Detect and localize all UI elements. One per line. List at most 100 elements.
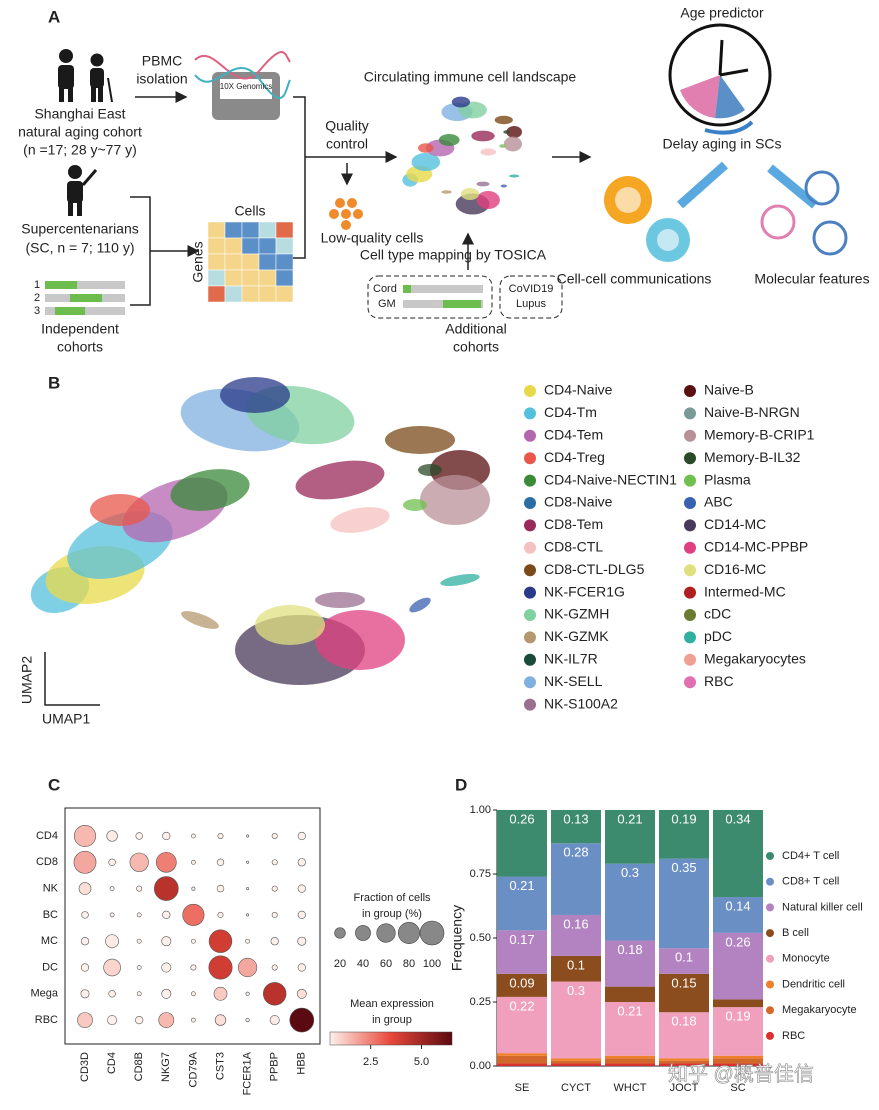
legend-swatch	[684, 519, 696, 532]
axis-label: UMAP2	[19, 656, 35, 704]
column-label: PPBP	[269, 1052, 281, 1081]
legend-swatch	[766, 903, 774, 912]
column-label: HBB	[296, 1052, 308, 1075]
panel-label: B	[48, 373, 60, 392]
matrix-cell	[258, 269, 277, 287]
data-label: 0.35	[671, 860, 696, 875]
axis-arrows	[44, 652, 100, 706]
matrix-cell	[241, 269, 260, 287]
dot	[81, 911, 89, 919]
mini-cluster	[499, 144, 506, 148]
umap-cluster	[90, 494, 150, 526]
arrow	[130, 196, 198, 306]
data-label: 0.3	[567, 983, 585, 998]
dot	[238, 957, 258, 978]
legend-label: Plasma	[704, 471, 751, 487]
size-legend-dot	[355, 925, 371, 941]
x-tick-label: CYCT	[561, 1082, 591, 1094]
dot	[297, 858, 306, 867]
bar-segment	[551, 955, 601, 982]
size-legend-dot	[334, 927, 346, 939]
bar-segment	[605, 940, 655, 987]
umap-cluster	[409, 597, 431, 613]
matrix-cell	[207, 237, 226, 255]
row-label: DC	[42, 961, 58, 973]
legend-label: Megakaryocytes	[704, 651, 806, 667]
dot	[191, 859, 196, 865]
cohort-number: 3	[34, 305, 40, 317]
umap-cluster	[418, 464, 442, 476]
column-label: CD4	[106, 1052, 118, 1074]
disease-label: CoVID19	[509, 283, 554, 295]
dot	[214, 1014, 227, 1026]
mini-cluster	[476, 191, 500, 209]
dot	[161, 936, 172, 947]
data-label: 0.34	[725, 811, 750, 826]
matrix-label: Cells	[234, 203, 265, 219]
dot	[78, 882, 92, 895]
dot	[191, 938, 196, 944]
bar-segment	[713, 932, 763, 1000]
legend-swatch	[524, 564, 536, 577]
dot	[191, 1017, 196, 1023]
size-legend-label: 80	[403, 958, 415, 970]
dot	[297, 963, 306, 972]
data-label: 0.14	[725, 898, 750, 913]
data-label: 0.1	[567, 957, 585, 972]
step-label: Cell type mapping by TOSICA	[360, 247, 547, 263]
umap-cluster	[255, 605, 325, 645]
data-label: 0.21	[617, 811, 642, 826]
bar-segment	[605, 1063, 655, 1066]
mini-cluster	[500, 184, 507, 188]
panel-label: C	[48, 775, 60, 794]
legend-label: CD8-Tem	[544, 516, 603, 532]
umap-cluster	[403, 499, 427, 511]
plot-frame	[64, 807, 321, 1045]
cohort-label: (SC, n = 7; 110 y)	[25, 240, 134, 256]
step-label: Delay aging in SCs	[662, 136, 781, 152]
legend-swatch	[684, 541, 696, 554]
dot	[245, 991, 250, 996]
legend-swatch	[524, 519, 536, 532]
matrix-cell	[224, 221, 243, 239]
dot	[246, 887, 250, 891]
legend-swatch	[524, 429, 536, 442]
dot	[136, 991, 142, 997]
bar-segment	[605, 986, 655, 1002]
umap	[30, 377, 490, 685]
row-label: CD4	[36, 830, 58, 842]
data-label: 0.26	[509, 811, 534, 826]
dot	[246, 913, 250, 917]
dot	[158, 1012, 175, 1028]
legend-swatch	[524, 676, 536, 689]
legend-label: CD4-Tm	[544, 404, 597, 420]
data-label: 0.18	[671, 1014, 696, 1029]
legend-label: CD4+ T cell	[782, 850, 839, 862]
umap-cluster	[170, 469, 250, 511]
step-label: Age predictor	[680, 5, 764, 21]
bar-segment	[659, 1058, 709, 1061]
bar-segment	[659, 973, 709, 1013]
reference-label: GM	[378, 298, 396, 310]
legend-label: CD14-MC-PPBP	[704, 539, 808, 555]
data-label: 0.15	[671, 975, 696, 990]
mini-cluster	[471, 130, 495, 142]
mini-cluster	[480, 148, 497, 156]
column-label: CD8B	[133, 1052, 145, 1081]
dot	[161, 962, 172, 973]
data-label: 0.16	[563, 916, 588, 931]
legend-label: CD14-MC	[704, 516, 766, 532]
legend-swatch	[524, 407, 536, 420]
bar-segment	[713, 999, 763, 1008]
column-label: CST3	[214, 1052, 226, 1080]
umap-cluster	[385, 426, 455, 454]
legend-swatch	[524, 452, 536, 465]
size-legend-dot	[397, 921, 421, 945]
matrix-cell	[207, 285, 226, 303]
legend-swatch	[766, 954, 774, 963]
dot	[271, 911, 278, 918]
matrix-cell	[241, 221, 260, 239]
data-label: 0.28	[563, 845, 588, 860]
dot	[136, 912, 142, 918]
data-label: 0.22	[509, 998, 534, 1013]
